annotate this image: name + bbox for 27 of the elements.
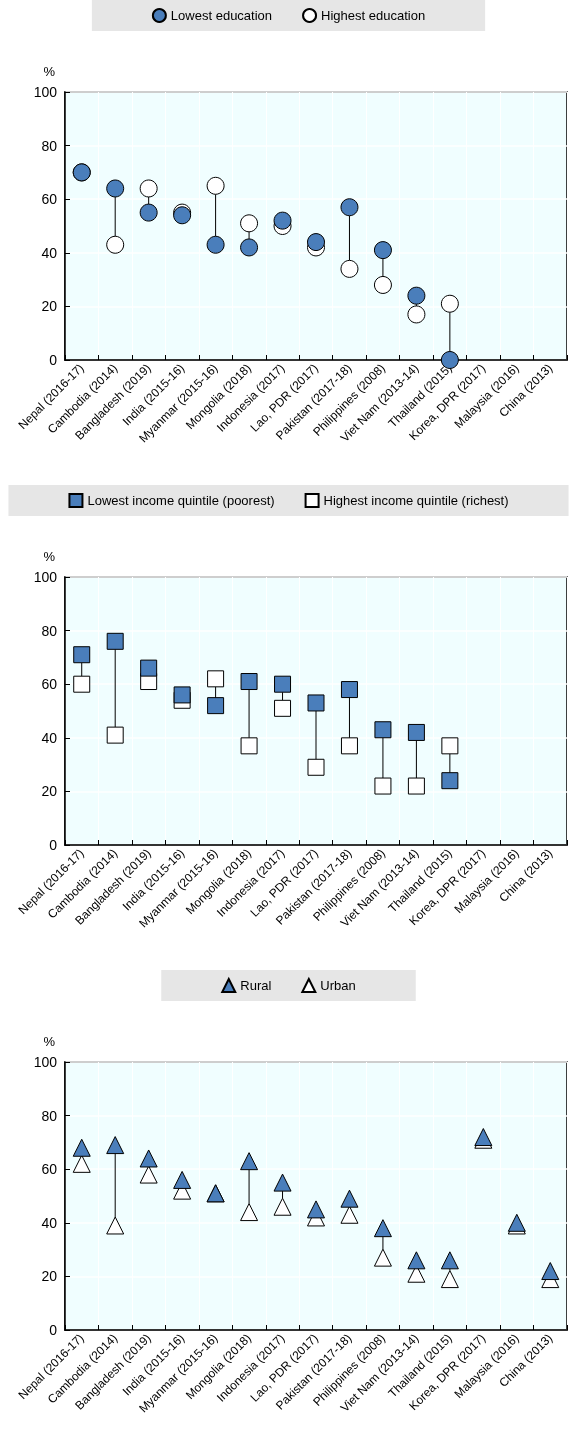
y-tick-label: 100 — [33, 1054, 58, 1070]
legend-label: Highest income quintile (richest) — [323, 493, 509, 508]
y-tick-label: 60 — [41, 676, 58, 693]
y-tick-label: 40 — [41, 729, 58, 746]
y-axis-title: % — [43, 1034, 56, 1049]
y-tick-label: 20 — [41, 783, 58, 800]
y-tick-label: 100 — [33, 84, 58, 100]
y-tick-label: 0 — [49, 352, 58, 368]
y-tick-label: 80 — [41, 1107, 58, 1124]
y-tick-label: 60 — [41, 191, 58, 208]
y-tick-label: 40 — [41, 1214, 58, 1231]
y-tick-label: 80 — [41, 622, 58, 639]
y-tick-label: 40 — [41, 244, 58, 261]
y-tick-label: 60 — [41, 1161, 58, 1178]
y-tick-label: 0 — [49, 1322, 58, 1338]
y-tick-label: 20 — [41, 298, 58, 315]
y-axis-title: % — [43, 549, 56, 564]
legend-label: Lowest education — [170, 8, 273, 23]
legend-label: Rural — [240, 978, 272, 993]
y-axis-title: % — [43, 64, 56, 79]
y-tick-label: 80 — [41, 137, 58, 154]
legend-label: Highest education — [321, 8, 426, 23]
y-tick-label: 0 — [49, 837, 58, 853]
y-tick-label: 100 — [33, 569, 58, 585]
y-tick-label: 20 — [41, 1268, 58, 1285]
legend-label: Lowest income quintile (poorest) — [87, 493, 275, 508]
legend-label: Urban — [320, 978, 356, 993]
